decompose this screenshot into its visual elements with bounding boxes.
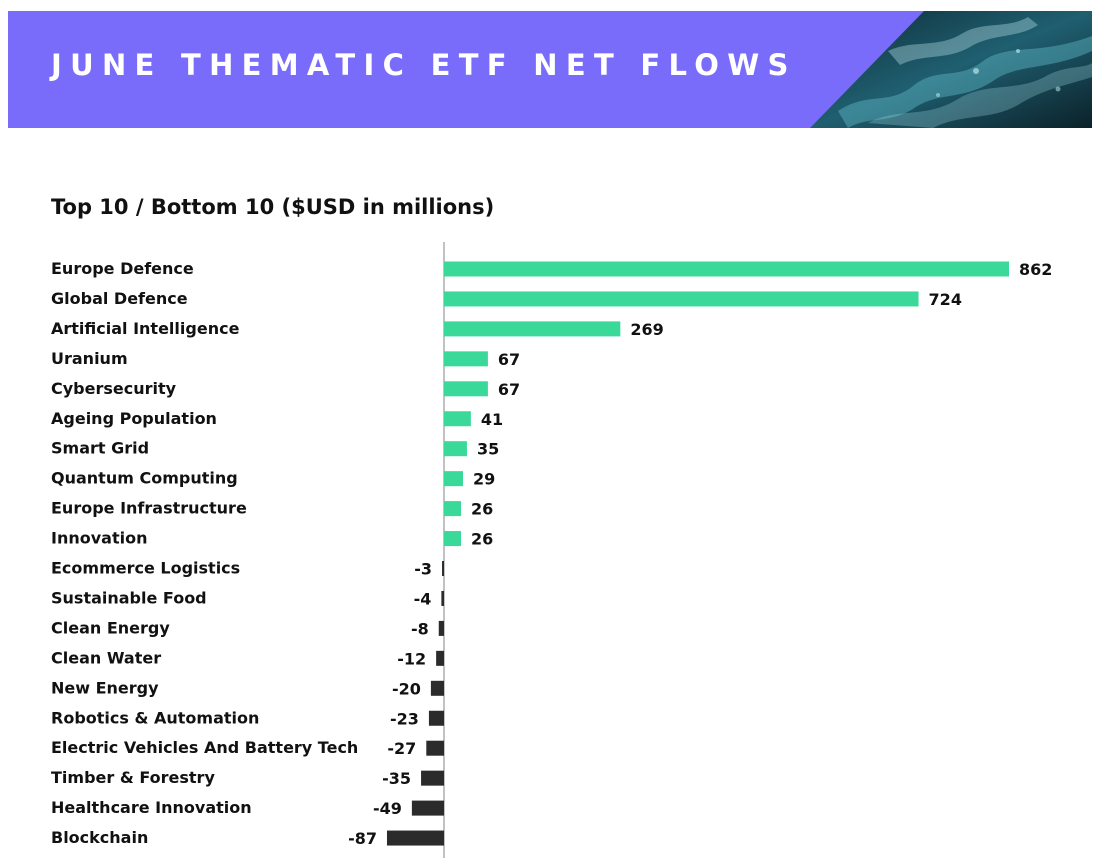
bar-positive — [444, 381, 488, 397]
category-label: New Energy — [51, 678, 159, 697]
data-label: 724 — [929, 290, 962, 309]
data-label: -20 — [392, 679, 421, 698]
bar-positive — [444, 261, 1009, 277]
category-label: Innovation — [51, 529, 147, 548]
category-label: Ageing Population — [51, 409, 217, 428]
bar-negative — [421, 770, 444, 786]
data-label: -3 — [414, 560, 432, 579]
data-label: 26 — [471, 500, 493, 519]
bar-negative — [436, 650, 444, 666]
category-label: Uranium — [51, 349, 128, 368]
bar-positive — [444, 471, 464, 487]
data-label: -4 — [414, 589, 432, 608]
category-label: Healthcare Innovation — [51, 798, 252, 817]
data-label: 35 — [477, 440, 499, 459]
category-label: Clean Energy — [51, 618, 170, 637]
bar-negative — [428, 710, 444, 726]
banner-water-image — [810, 11, 1092, 128]
category-label: Sustainable Food — [51, 588, 207, 607]
bar-negative — [386, 830, 444, 846]
bar-negative — [441, 590, 444, 606]
category-label: Europe Infrastructure — [51, 499, 247, 518]
data-label: 29 — [473, 470, 495, 489]
category-label: Global Defence — [51, 289, 188, 308]
data-label: -49 — [373, 799, 402, 818]
bar-negative — [411, 800, 444, 816]
data-label: 269 — [630, 320, 663, 339]
banner-background — [8, 11, 1092, 128]
category-label: Quantum Computing — [51, 469, 238, 488]
category-label: Ecommerce Logistics — [51, 559, 240, 578]
data-label: 862 — [1019, 260, 1052, 279]
data-label: 67 — [498, 380, 520, 399]
banner-title: JUNE THEMATIC ETF NET FLOWS — [51, 48, 797, 82]
bar-positive — [444, 411, 471, 427]
category-label: Clean Water — [51, 648, 161, 667]
header-banner: JUNE THEMATIC ETF NET FLOWS — [8, 11, 1092, 128]
category-label: Robotics & Automation — [51, 708, 259, 727]
data-label: -8 — [411, 619, 429, 638]
data-label: -27 — [387, 739, 416, 758]
data-label: -12 — [397, 649, 426, 668]
bar-positive — [444, 531, 462, 547]
data-label: 41 — [481, 410, 503, 429]
bar-positive — [444, 351, 488, 367]
bar-positive — [444, 291, 919, 307]
bar-negative — [430, 680, 444, 696]
data-label: -23 — [390, 709, 419, 728]
bar-positive — [444, 321, 621, 337]
bar-negative — [438, 620, 444, 636]
chart-title: Top 10 / Bottom 10 ($USD in millions) — [51, 195, 495, 219]
category-label: Smart Grid — [51, 439, 149, 458]
bar-positive — [444, 441, 467, 457]
bar-negative — [426, 740, 444, 756]
category-label: Artificial Intelligence — [51, 319, 240, 338]
category-label: Cybersecurity — [51, 379, 177, 398]
bar-negative — [442, 561, 444, 576]
bar-positive — [444, 501, 462, 517]
category-label: Europe Defence — [51, 259, 194, 278]
category-label: Blockchain — [51, 828, 148, 847]
category-label: Timber & Forestry — [51, 768, 215, 787]
data-label: -35 — [382, 769, 411, 788]
category-label: Electric Vehicles And Battery Tech — [51, 738, 358, 757]
data-label: 67 — [498, 350, 520, 369]
data-label: -87 — [348, 829, 377, 848]
data-label: 26 — [471, 530, 493, 549]
